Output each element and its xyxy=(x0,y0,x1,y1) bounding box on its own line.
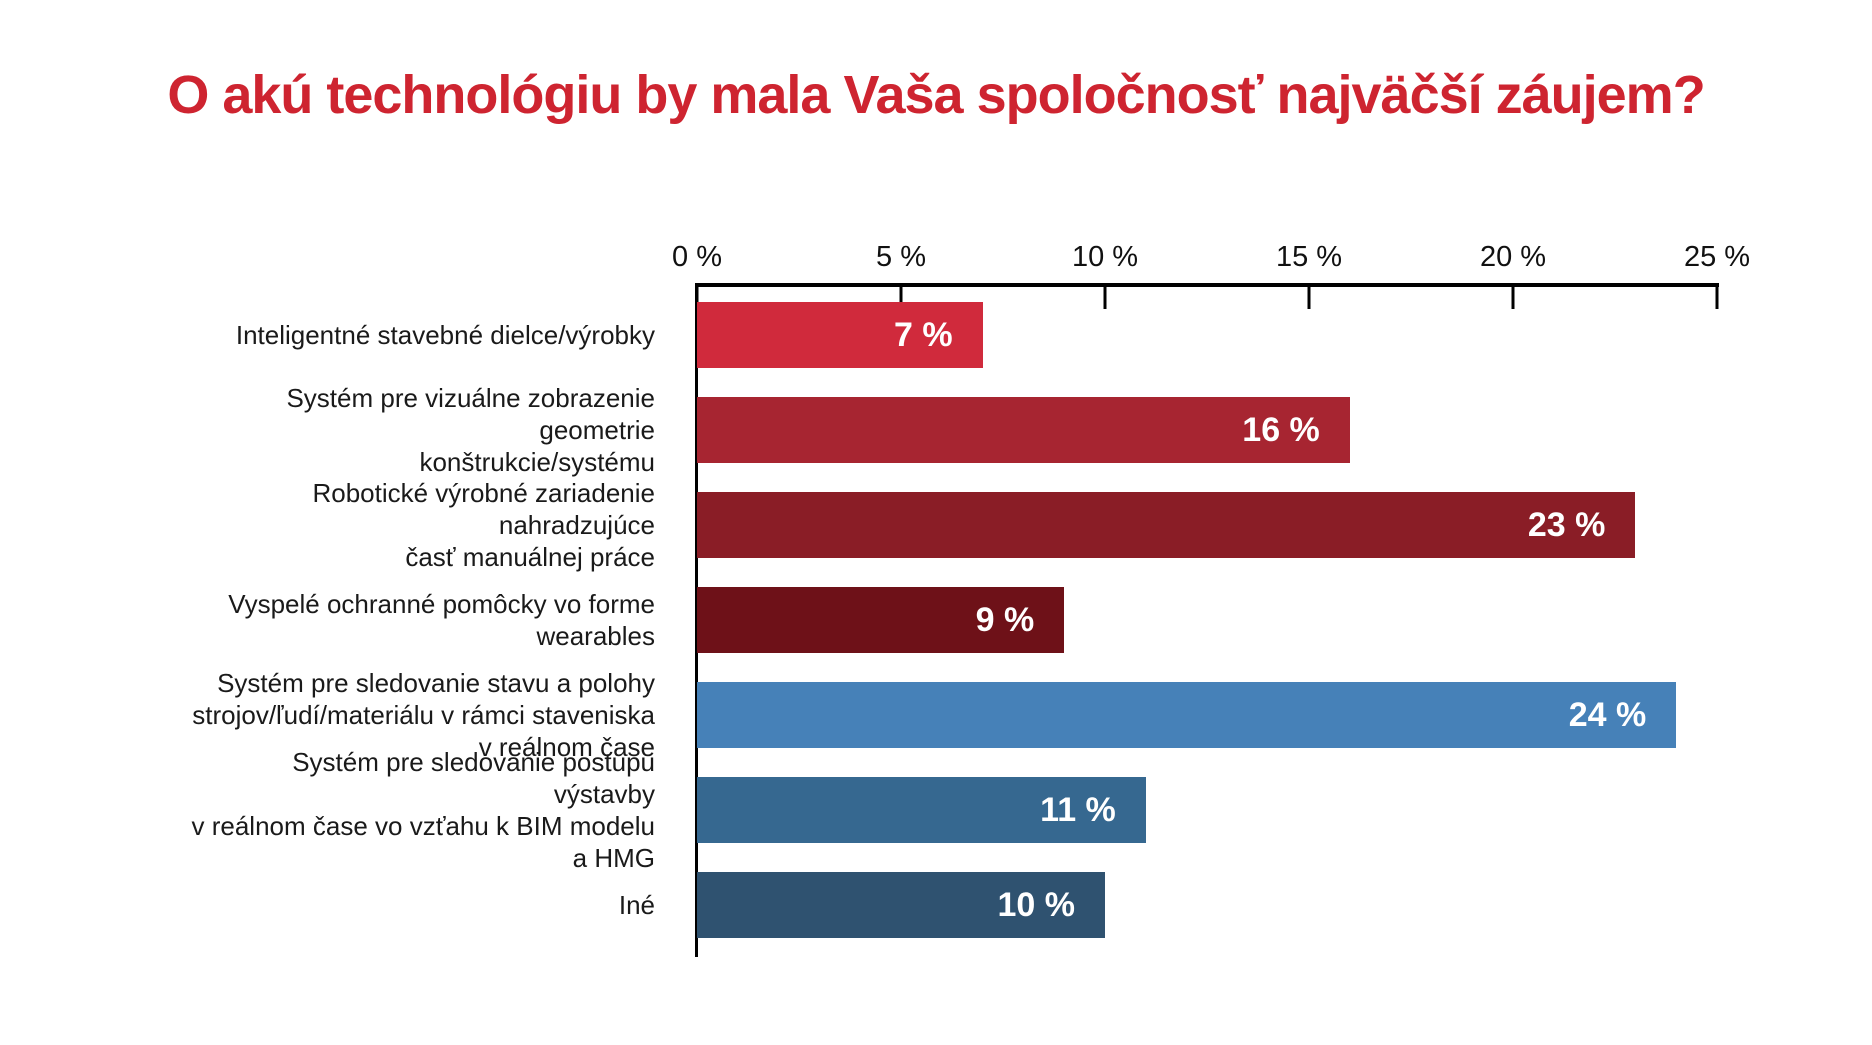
y-axis-line xyxy=(695,283,698,957)
x-axis-tick-mark xyxy=(899,283,903,309)
bar-value-label: 23 % xyxy=(1527,505,1606,544)
x-axis-tick-mark xyxy=(1715,283,1719,309)
x-axis-tick-label: 0 % xyxy=(672,241,722,273)
category-label: Robotické výrobné zariadenie nahradzujúc… xyxy=(312,478,655,572)
x-axis-tick-mark xyxy=(1511,283,1515,309)
x-axis-tick-label: 20 % xyxy=(1479,241,1547,273)
category-label: Iné xyxy=(618,890,655,920)
x-axis-line xyxy=(695,283,1719,287)
category-label: Inteligentné stavebné dielce/výrobky xyxy=(235,320,655,350)
bar: 24 % xyxy=(697,682,1677,748)
x-axis-tick-label: 15 % xyxy=(1275,241,1343,273)
bar: 9 % xyxy=(697,587,1065,653)
category-label: Systém pre sledovanie stavu a polohy str… xyxy=(192,668,655,762)
bar-value-label: 7 % xyxy=(894,315,953,354)
x-axis-tick-mark xyxy=(695,283,699,309)
x-axis-tick-label: 10 % xyxy=(1071,241,1139,273)
category-label: Systém pre vizuálne zobrazenie geometrie… xyxy=(286,383,655,477)
bar: 16 % xyxy=(697,397,1350,463)
bar: 10 % xyxy=(697,872,1105,938)
category-label: Systém pre sledovanie postupu výstavby v… xyxy=(191,747,655,873)
x-axis-tick-mark xyxy=(1103,283,1107,309)
bar: 7 % xyxy=(697,302,983,368)
bar: 23 % xyxy=(697,492,1636,558)
bar: 11 % xyxy=(697,777,1146,843)
x-axis-tick-label: 25 % xyxy=(1683,241,1751,273)
bar-value-label: 9 % xyxy=(975,600,1035,639)
category-label: Vyspelé ochranné pomôcky vo forme wearab… xyxy=(228,589,655,651)
bar-value-label: 11 % xyxy=(1040,790,1116,829)
bar-value-label: 24 % xyxy=(1568,695,1647,734)
x-axis-tick-mark xyxy=(1307,283,1311,309)
bar-value-label: 10 % xyxy=(997,885,1076,924)
x-axis-tick-label: 5 % xyxy=(876,241,926,273)
bar-value-label: 16 % xyxy=(1242,410,1320,449)
chart-title: O akú technológiu by mala Vaša spoločnos… xyxy=(167,65,1705,125)
